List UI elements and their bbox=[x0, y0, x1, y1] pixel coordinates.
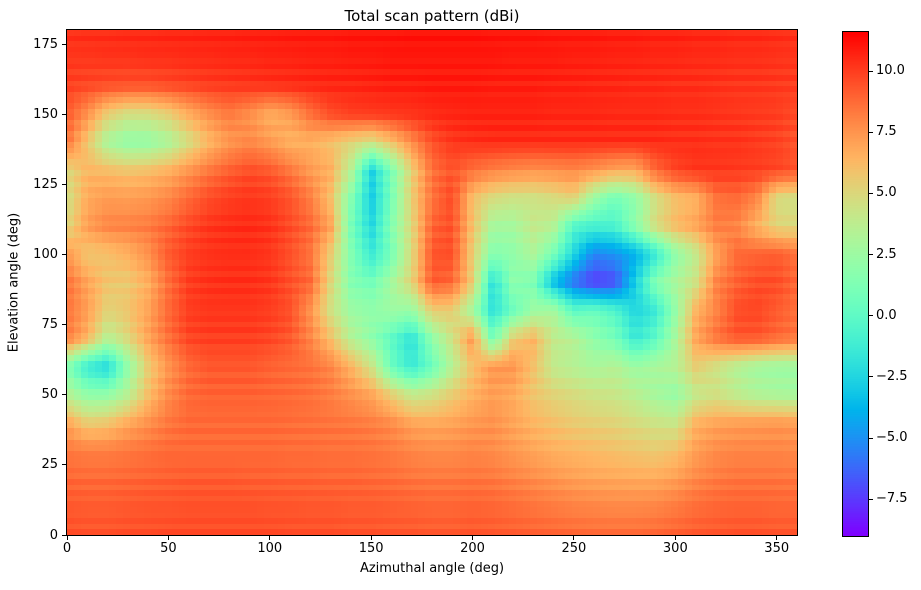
y-axis-label: Elevation angle (deg) bbox=[6, 212, 22, 353]
y-tick-mark bbox=[62, 534, 66, 536]
x-tick-mark bbox=[370, 536, 372, 540]
y-tick-label: 75 bbox=[41, 317, 58, 333]
x-tick-label: 200 bbox=[460, 541, 485, 556]
colorbar-frame bbox=[842, 31, 869, 537]
colorbar-tick-label: 5.0 bbox=[876, 185, 897, 201]
colorbar-tick-mark bbox=[869, 70, 873, 72]
x-tick-label: 150 bbox=[358, 541, 384, 556]
colorbar-tick-label: 7.5 bbox=[876, 124, 897, 140]
y-tick-label: 150 bbox=[33, 106, 58, 122]
colorbar-tick-label: 0.0 bbox=[876, 307, 897, 323]
colorbar-tick-mark bbox=[869, 192, 873, 194]
heatmap-canvas bbox=[67, 30, 797, 535]
colorbar-tick-mark bbox=[869, 254, 873, 256]
y-tick-mark bbox=[62, 43, 66, 45]
x-tick-mark bbox=[269, 536, 271, 540]
x-tick-label: 250 bbox=[561, 541, 587, 556]
colorbar-tick-label: 10.0 bbox=[876, 63, 905, 79]
y-tick-label: 125 bbox=[33, 176, 58, 192]
x-tick-label: 0 bbox=[62, 541, 72, 556]
colorbar-canvas bbox=[843, 32, 868, 536]
y-tick-label: 50 bbox=[41, 387, 58, 403]
x-tick-label: 300 bbox=[662, 541, 688, 556]
colorbar-tick-mark bbox=[869, 498, 873, 500]
y-tick-mark bbox=[62, 464, 66, 466]
colorbar-tick-label: −7.5 bbox=[876, 491, 908, 507]
x-tick-mark bbox=[776, 536, 778, 540]
x-tick-label: 350 bbox=[764, 541, 790, 556]
y-tick-label: 100 bbox=[33, 246, 58, 262]
colorbar-tick-mark bbox=[869, 131, 873, 133]
chart-title: Total scan pattern (dBi) bbox=[344, 7, 520, 25]
colorbar-tick-mark bbox=[869, 376, 873, 378]
y-tick-label: 25 bbox=[41, 457, 58, 473]
axes-frame bbox=[66, 29, 798, 536]
colorbar-tick-label: 2.5 bbox=[876, 246, 897, 262]
y-tick-label: 175 bbox=[33, 36, 58, 52]
colorbar-tick-mark bbox=[869, 315, 873, 317]
x-tick-mark bbox=[674, 536, 676, 540]
colorbar-tick-mark bbox=[869, 437, 873, 439]
x-tick-mark bbox=[167, 536, 169, 540]
x-tick-label: 100 bbox=[257, 541, 283, 556]
y-tick-mark bbox=[62, 394, 66, 396]
x-tick-mark bbox=[573, 536, 575, 540]
colorbar-tick-label: −2.5 bbox=[876, 368, 908, 384]
y-tick-mark bbox=[62, 183, 66, 185]
y-tick-mark bbox=[62, 324, 66, 326]
y-tick-label: 0 bbox=[49, 527, 58, 543]
x-tick-mark bbox=[472, 536, 474, 540]
x-axis-label: Azimuthal angle (deg) bbox=[359, 561, 505, 576]
colorbar-tick-label: −5.0 bbox=[876, 430, 908, 446]
y-tick-mark bbox=[62, 113, 66, 115]
x-tick-mark bbox=[66, 536, 68, 540]
x-tick-label: 50 bbox=[160, 541, 177, 556]
y-tick-mark bbox=[62, 253, 66, 255]
